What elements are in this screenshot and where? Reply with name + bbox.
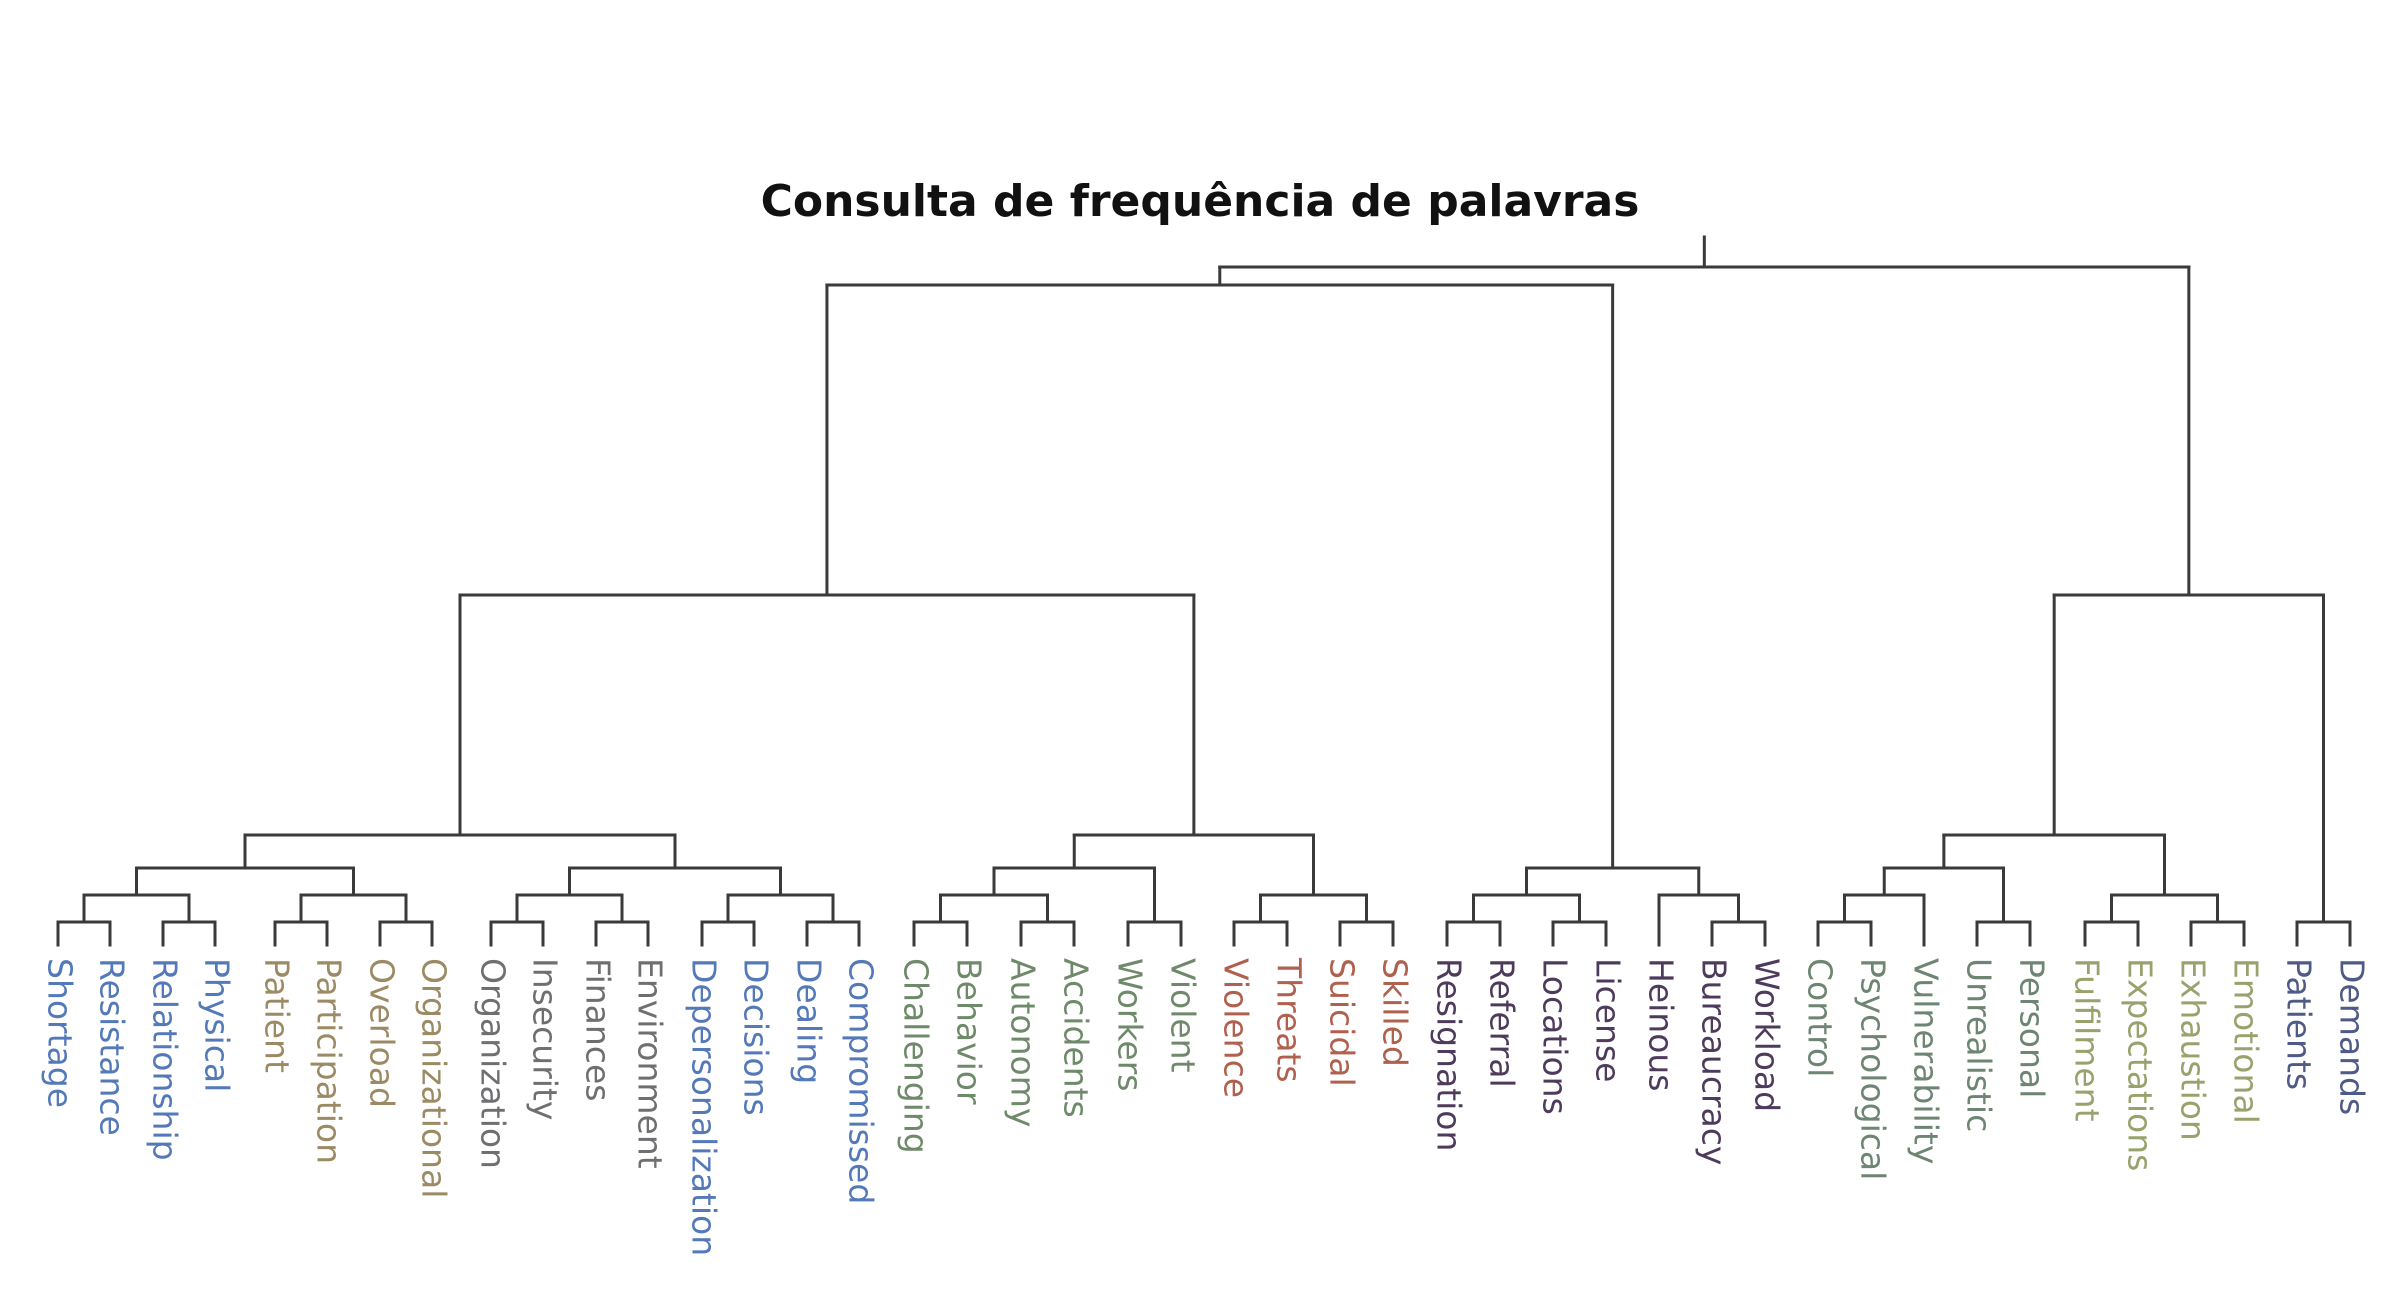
leaf-label-patients: Patients (2280, 958, 2319, 1090)
leaf-label-psychological: Psychological (1854, 958, 1893, 1180)
leaf-label-decisions: Decisions (737, 958, 776, 1116)
leaf-label-physical: Physical (198, 958, 237, 1092)
leaf-label-resistance: Resistance (93, 958, 132, 1136)
leaf-label-exhaustion: Exhaustion (2174, 958, 2213, 1141)
chart-title: Consulta de frequência de palavras (761, 176, 1640, 227)
leaf-label-compromissed: Compromissed (842, 958, 881, 1204)
leaf-label-threats: Threats (1270, 957, 1309, 1083)
leaf-label-shortage: Shortage (41, 958, 80, 1108)
dendrogram-branches (56, 235, 2352, 947)
leaf-label-workload: Workload (1748, 958, 1787, 1112)
leaf-label-skilled: Skilled (1376, 958, 1415, 1067)
leaf-label-emotional: Emotional (2227, 958, 2266, 1124)
leaf-label-relationship: Relationship (146, 958, 185, 1161)
leaf-label-heinous: Heinous (1642, 958, 1681, 1092)
leaf-label-vulnerability: Vulnerability (1907, 958, 1946, 1164)
leaf-label-organizational: Organizational (415, 958, 454, 1198)
leaf-label-overload: Overload (363, 958, 402, 1108)
leaf-label-insecurity: Insecurity (526, 958, 565, 1120)
leaf-label-personal: Personal (2013, 958, 2052, 1098)
leaf-label-fulfilment: Fulfilment (2068, 958, 2107, 1122)
leaf-label-organization: Organization (474, 958, 513, 1169)
leaf-label-license: License (1589, 958, 1628, 1082)
leaf-label-referral: Referral (1483, 958, 1522, 1088)
leaf-label-demands: Demands (2333, 958, 2372, 1115)
leaf-label-depersonalization: Depersonalization (685, 958, 724, 1256)
leaf-label-locations: Locations (1536, 958, 1575, 1115)
leaf-label-autonomy: Autonomy (1004, 958, 1043, 1127)
leaf-label-expectations: Expectations (2121, 958, 2160, 1171)
dendrogram-leaves: Shortage Resistance Relationship Physical Pa… (41, 957, 2372, 1256)
leaf-label-participation: Participation (310, 958, 349, 1164)
leaf-label-patient: Patient (258, 958, 297, 1073)
leaf-label-workers: Workers (1111, 958, 1150, 1091)
leaf-label-environment: Environment (631, 958, 670, 1169)
leaf-label-suicidal: Suicidal (1323, 958, 1362, 1087)
leaf-label-challenging: Challenging (897, 958, 936, 1154)
leaf-label-unrealistic: Unrealistic (1960, 958, 1999, 1132)
leaf-label-resignation: Resignation (1430, 958, 1469, 1151)
leaf-label-violent: Violent (1164, 958, 1203, 1073)
leaf-label-bureaucracy: Bureaucracy (1695, 958, 1734, 1165)
leaf-label-dealing: Dealing (790, 958, 829, 1084)
leaf-label-violence: Violence (1217, 958, 1256, 1098)
leaf-label-accidents: Accidents (1057, 958, 1096, 1118)
leaf-label-behavior: Behavior (950, 958, 989, 1105)
leaf-label-control: Control (1801, 958, 1840, 1077)
leaf-label-finances: Finances (579, 958, 618, 1101)
